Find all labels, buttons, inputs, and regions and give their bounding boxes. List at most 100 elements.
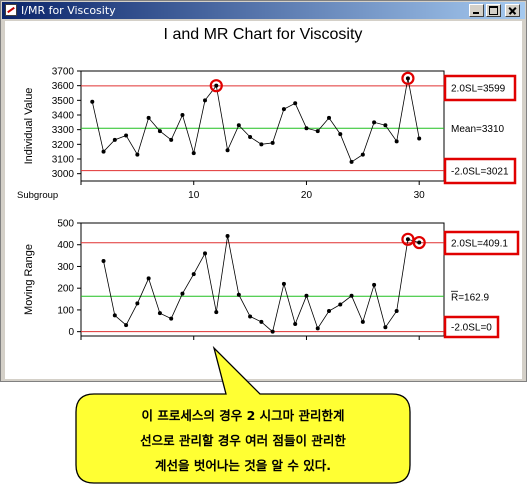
moving-range-data-point	[394, 309, 399, 314]
moving-range-ytick-label: 200	[57, 284, 74, 295]
individual-data-point	[360, 152, 365, 157]
individual-series-line	[91, 78, 420, 163]
individual-ytick-label: 3300	[52, 125, 75, 136]
individual-data-point	[349, 159, 354, 164]
individual-ytick-label: 3600	[52, 81, 75, 92]
individual-data-point	[236, 123, 241, 128]
minitab-window: I/MR for Viscosity I and MR Chart for Vi…	[0, 0, 527, 382]
mr-ucl-label-box	[443, 230, 520, 256]
moving-range-data-point	[101, 259, 106, 264]
chart-app-icon	[5, 4, 17, 16]
x-tick-label: 20	[301, 190, 313, 201]
moving-range-ytick-label: 100	[57, 305, 74, 316]
individual-data-point	[90, 99, 95, 104]
moving-range-frame	[80, 222, 445, 337]
callout-line-3: 계선을 벗어나는 것을 알 수 있다.	[154, 458, 331, 473]
individual-ylabel: Individual Value	[23, 88, 35, 165]
individual-ucl-label: 2.0SL=3599	[451, 84, 506, 95]
individual-data-point	[372, 120, 377, 125]
moving-range-data-point	[327, 309, 332, 314]
moving-range-data-point	[112, 313, 117, 318]
individual-highlight-circle	[401, 71, 415, 85]
window-title: I/MR for Viscosity	[21, 4, 116, 17]
x-tick-label: 30	[414, 190, 426, 201]
x-axis-label: Subgroup	[17, 190, 58, 201]
individual-ytick-label: 3000	[52, 169, 75, 180]
imr-chart: I and MR Chart for Viscosity300031003200…	[17, 26, 520, 340]
individual-data-point	[327, 115, 332, 120]
individual-ytick-label: 3500	[52, 96, 75, 107]
callout-line-2: 선으로 관리할 경우 여러 점들이 관리한	[140, 433, 346, 448]
individual-highlight-circle	[209, 79, 223, 93]
mr-lcl-label-box	[443, 315, 500, 339]
individual-data-point	[180, 113, 185, 117]
moving-range-data-point	[315, 326, 320, 331]
moving-range-data-point	[248, 314, 253, 319]
individual-data-point	[315, 129, 320, 134]
moving-range-data-point	[293, 322, 298, 327]
individual-data-point	[338, 132, 343, 137]
individual-ucl-label-box	[443, 74, 517, 102]
individual-ytick-label: 3100	[52, 155, 75, 166]
chart-area: I and MR Chart for Viscosity 3000 3100 3200…	[5, 21, 522, 379]
individual-data-point	[383, 123, 388, 128]
individual-data-point	[248, 135, 253, 139]
individual-frame	[80, 70, 445, 182]
individual-data-point	[214, 83, 219, 88]
individual-data-point	[259, 142, 264, 147]
maximize-button[interactable]	[486, 4, 501, 17]
moving-range-data-point	[191, 272, 196, 277]
moving-range-highlight-circle	[401, 232, 415, 246]
moving-range-ytick-label: 500	[57, 219, 74, 230]
individual-data-point	[191, 151, 196, 156]
moving-range-data-point	[360, 319, 365, 324]
moving-range-data-point	[124, 323, 129, 328]
individual-ytick-label: 3200	[52, 140, 75, 151]
callout-shape	[75, 345, 411, 484]
close-button[interactable]	[505, 4, 520, 17]
moving-range-highlight-circle	[412, 235, 426, 250]
moving-range-ytick-label: 400	[57, 240, 74, 251]
individual-data-point	[124, 133, 129, 138]
moving-range-ylabel: Moving Range	[23, 244, 35, 315]
moving-range-data-point	[304, 293, 309, 298]
mr-center-label: R=162.9	[451, 292, 490, 303]
individual-data-point	[270, 140, 275, 145]
individual-lcl-label: -2.0SL=3021	[451, 167, 509, 178]
minimize-button[interactable]	[469, 4, 484, 17]
moving-range-data-point	[259, 319, 264, 324]
title-bar[interactable]: I/MR for Viscosity	[2, 2, 525, 19]
moving-range-ytick-label: 0	[68, 327, 74, 338]
individual-ytick-label: 3400	[52, 111, 75, 122]
moving-range-data-point	[203, 251, 208, 256]
individual-data-point	[304, 126, 309, 131]
moving-range-data-point	[180, 291, 185, 296]
moving-range-ytick-label: 300	[57, 262, 74, 273]
individual-data-point	[293, 101, 298, 106]
individual-data-point	[112, 137, 117, 142]
individual-data-point	[225, 148, 230, 153]
moving-range-data-point	[417, 240, 422, 245]
moving-range-data-point	[225, 234, 230, 239]
moving-range-data-point	[349, 293, 354, 298]
mr-ucl-label: 2.0SL=409.1	[451, 239, 508, 250]
individual-data-point	[203, 98, 208, 103]
individual-data-point	[394, 139, 399, 144]
moving-range-data-point	[405, 237, 410, 242]
moving-range-data-point	[214, 310, 219, 315]
moving-range-data-point	[135, 301, 140, 306]
moving-range-data-point	[169, 316, 174, 321]
individual-data-point	[417, 136, 422, 141]
callout-line-1: 이 프로세스의 경우 2 시그마 관리한계	[141, 408, 345, 423]
individual-data-point	[169, 137, 174, 142]
moving-range-data-point	[270, 329, 275, 334]
mr-lcl-label: -2.0SL=0	[451, 323, 492, 334]
chart-title: I and MR Chart for Viscosity	[164, 26, 363, 43]
individual-data-point	[101, 149, 106, 154]
x-tick-label: 10	[188, 190, 200, 201]
moving-range-data-point	[338, 302, 343, 307]
individual-data-point	[135, 152, 140, 157]
individual-data-point	[157, 129, 162, 134]
moving-range-data-point	[157, 311, 162, 316]
